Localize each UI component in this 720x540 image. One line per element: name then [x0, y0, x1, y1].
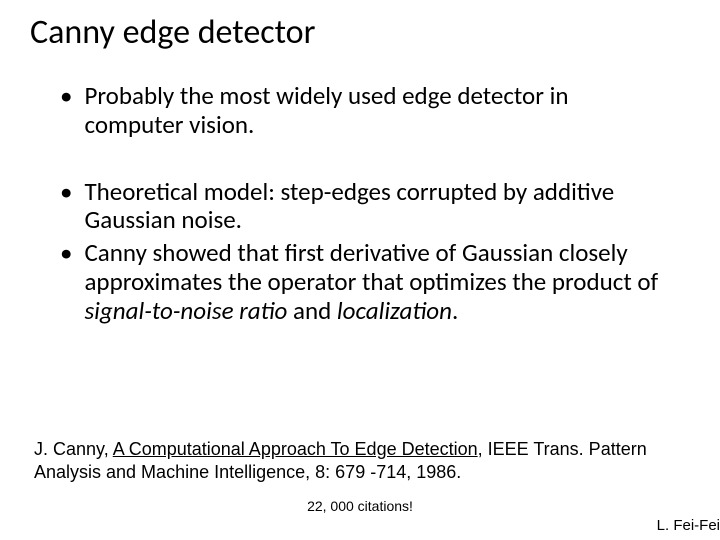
- slide-title: Canny edge detector: [30, 12, 315, 53]
- bullet-item: • Probably the most widely used edge det…: [60, 82, 660, 140]
- citation-author: J. Canny,: [34, 439, 113, 459]
- bullet-list: • Probably the most widely used edge det…: [60, 82, 660, 329]
- bullet-item: • Canny showed that first derivative of …: [60, 239, 660, 325]
- bullet-text: Probably the most widely used edge detec…: [84, 82, 660, 140]
- attribution: L. Fei-Fei: [657, 517, 720, 534]
- citation-count: 22, 000 citations!: [0, 498, 720, 514]
- slide: Canny edge detector • Probably the most …: [0, 0, 720, 540]
- bullet-item: • Theoretical model: step-edges corrupte…: [60, 178, 660, 236]
- bullet-dot-icon: •: [60, 239, 72, 268]
- bullet-dot-icon: •: [60, 82, 72, 111]
- bullet-text: Canny showed that first derivative of Ga…: [84, 239, 660, 325]
- bullet-dot-icon: •: [60, 178, 72, 207]
- citation: J. Canny, A Computational Approach To Ed…: [34, 438, 674, 483]
- citation-title: A Computational Approach To Edge Detecti…: [113, 439, 478, 459]
- bullet-text: Theoretical model: step-edges corrupted …: [84, 178, 660, 236]
- bullet-gap: [60, 144, 660, 178]
